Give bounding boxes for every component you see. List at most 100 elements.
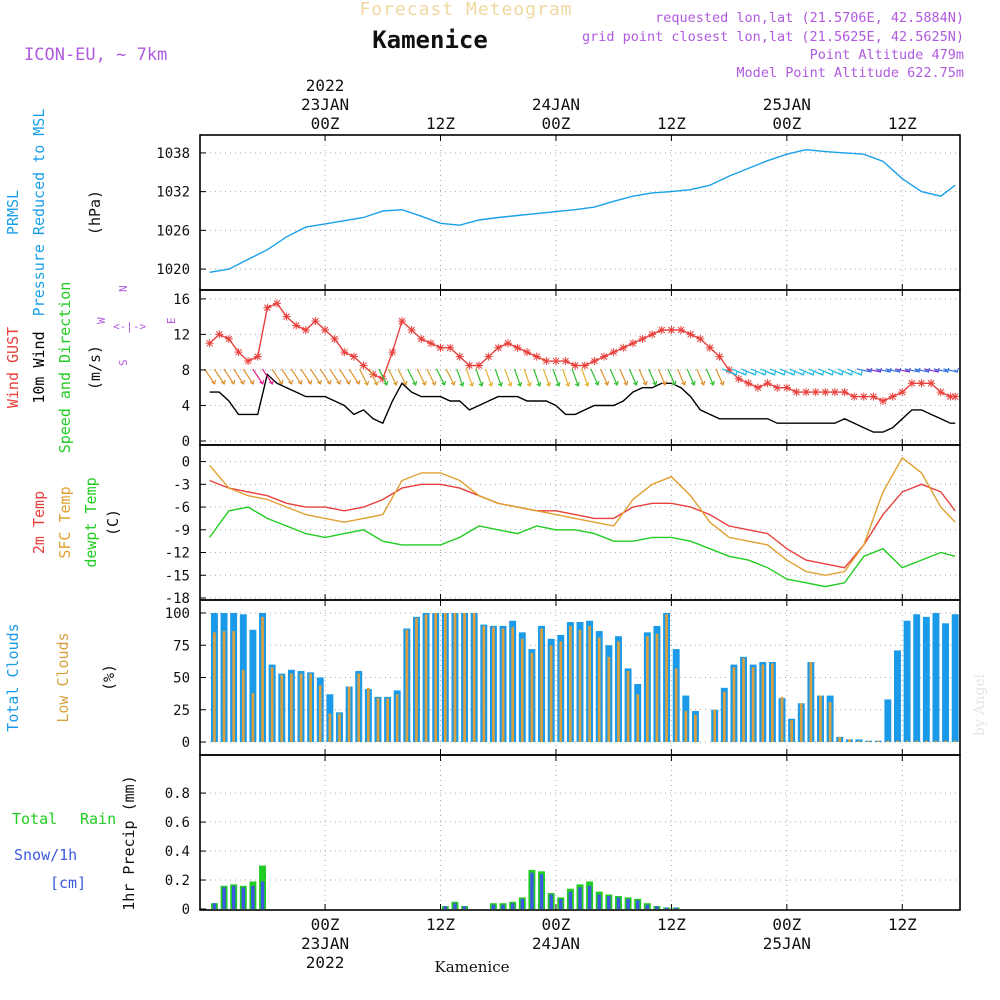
wind-arrow-head (336, 379, 342, 385)
gust-marker (609, 348, 618, 357)
wind-arrow-head (954, 367, 959, 373)
wind-arrow-head (944, 367, 950, 373)
y-tick-label-clouds: 50 (173, 671, 190, 687)
panel-label-wind: Speed and Direction (56, 282, 74, 454)
panel-label-temperature: dewpt Temp (82, 477, 100, 567)
wind-arrow-head (800, 370, 806, 376)
panel-frame-temperature (199, 444, 961, 601)
bar-low-clouds (828, 702, 832, 742)
gust-marker (686, 330, 695, 339)
bar-snow (260, 881, 265, 909)
time-label-bottom: 00Z (772, 915, 801, 934)
bar-low-clouds (347, 686, 351, 742)
bar-low-clouds (896, 740, 899, 742)
bar-snow (501, 904, 505, 909)
gust-marker (830, 388, 839, 397)
wind-arrow-head (809, 370, 815, 376)
bar-low-clouds (905, 740, 909, 742)
gust-marker (917, 379, 926, 388)
wind-arrow-head (848, 370, 854, 376)
y-tick-label-wind: 12 (173, 327, 190, 343)
wind-arrow-head (877, 367, 883, 373)
bar-low-clouds (915, 740, 919, 742)
bar-low-clouds (924, 740, 928, 742)
wind-direction-arrow (378, 368, 388, 386)
gust-marker (359, 361, 368, 370)
bar-snow (597, 894, 601, 909)
gust-marker (657, 325, 666, 334)
bar-snow (222, 887, 226, 909)
bar-low-clouds (722, 691, 726, 742)
bar-low-clouds (376, 698, 380, 742)
wind-arrow-head (761, 370, 767, 376)
gust-marker (513, 343, 522, 352)
y-tick-label-temperature: -15 (165, 568, 190, 584)
bar-low-clouds (867, 740, 870, 742)
wind-arrow-head (867, 367, 873, 373)
wind-direction-arrow (485, 368, 493, 387)
wind-direction-arrow (619, 368, 628, 386)
bar-low-clouds (482, 625, 486, 742)
gust-marker (744, 379, 753, 388)
panel-label-wind: 10m Wind (30, 331, 48, 403)
y-tick-label-clouds: 0 (182, 735, 190, 751)
bar-snow (568, 891, 573, 909)
series-line-temperature-0 (209, 479, 956, 569)
wind-direction-arrow (368, 368, 378, 386)
gust-marker (802, 388, 811, 397)
wind-arrow-head (373, 380, 379, 386)
y-tick-label-wind: 0 (182, 434, 190, 450)
bar-low-clouds (472, 613, 476, 742)
compass-arrows: <-|-> (113, 320, 146, 333)
wind-direction-arrow (387, 368, 397, 386)
gust-marker (859, 392, 868, 401)
wind-arrow-head (780, 370, 786, 376)
wind-arrow-head (661, 380, 667, 386)
gust-marker (946, 392, 955, 401)
wind-arrow-head (240, 379, 246, 385)
bar-low-clouds (799, 703, 803, 742)
panel-unit-clouds: (%) (100, 664, 118, 691)
y-tick-label-temperature: -6 (173, 500, 190, 516)
gust-marker (869, 392, 878, 401)
bar-low-clouds (876, 740, 880, 742)
wind-direction-arrow (300, 368, 312, 385)
bar-low-clouds (617, 641, 620, 742)
gust-marker (224, 334, 233, 343)
gust-marker (532, 352, 541, 361)
bar-low-clouds (655, 633, 659, 742)
bar-low-clouds (809, 662, 813, 742)
bar-low-clouds (318, 685, 322, 742)
bar-low-clouds (241, 669, 245, 742)
bar-low-clouds (944, 740, 947, 742)
gust-marker (272, 299, 281, 308)
bar-low-clouds (953, 740, 957, 742)
wind-direction-arrow (416, 368, 426, 386)
y-tick-label-precip: 0.6 (165, 815, 190, 831)
bar-low-clouds (636, 694, 640, 742)
time-label-top: 23JAN (301, 95, 349, 114)
wind-arrow-head (838, 370, 844, 376)
bar-low-clouds (665, 614, 668, 742)
panel-frame-pressure (199, 134, 961, 291)
panel-label-clouds: Low Clouds (54, 632, 72, 722)
gust-marker (446, 343, 455, 352)
wind-direction-arrow (609, 368, 618, 386)
gust-marker (951, 392, 960, 401)
bar-low-clouds (790, 720, 793, 742)
panel-unit-temperature: (C) (104, 509, 122, 536)
gust-marker (561, 357, 570, 366)
y-tick-label-precip: 0.2 (165, 873, 190, 889)
gust-marker (282, 312, 291, 321)
wind-direction-arrow (628, 368, 637, 386)
panel-unit-pressure: (hPa) (86, 190, 104, 235)
gust-marker (426, 339, 435, 348)
gust-marker (677, 325, 686, 334)
bar-low-clouds (857, 740, 861, 742)
bar-total-clouds (855, 739, 863, 742)
bar-low-clouds (443, 613, 447, 742)
bar-low-clouds (578, 629, 582, 742)
wind-arrow-head (497, 381, 503, 387)
wind-direction-arrow (281, 368, 293, 385)
